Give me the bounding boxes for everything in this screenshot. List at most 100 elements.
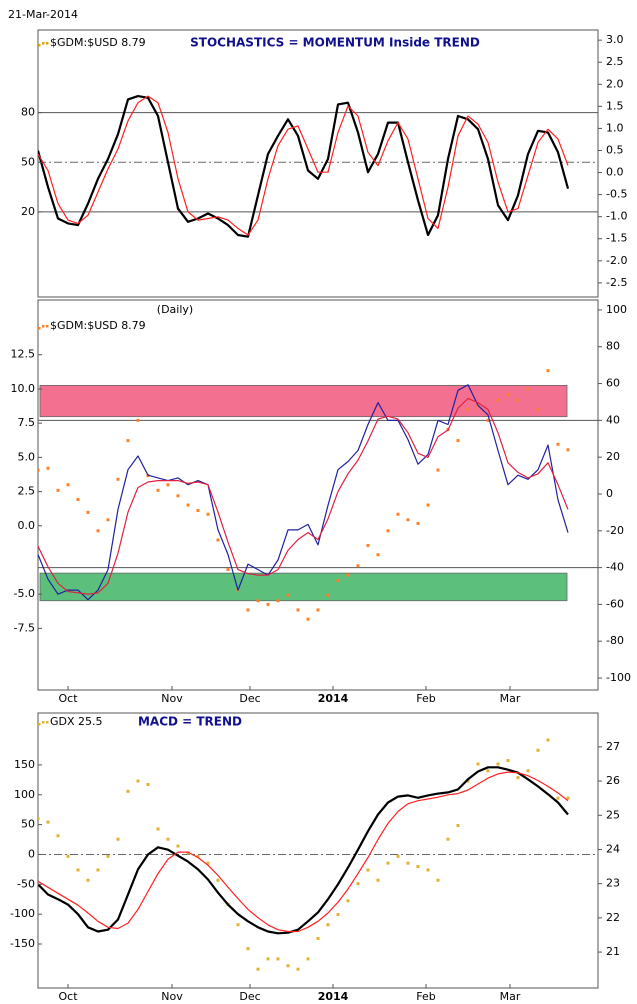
dot	[356, 882, 360, 886]
dot	[366, 544, 370, 548]
y-tick-label: -5.0	[14, 587, 35, 600]
dot	[456, 824, 460, 828]
dot	[286, 964, 290, 968]
chart-title: MACD = TREND	[138, 715, 242, 729]
dot	[156, 488, 160, 492]
dot	[416, 865, 420, 869]
series-line	[38, 95, 569, 236]
panel-frame	[37, 712, 599, 989]
legend-label: $GDM:$USD 8.79	[50, 36, 146, 49]
dot	[476, 762, 480, 766]
dot	[106, 854, 110, 858]
dot	[406, 518, 410, 522]
x-tick-label: Nov	[161, 692, 183, 705]
dot	[426, 503, 430, 507]
dot	[346, 899, 350, 903]
band	[39, 572, 568, 602]
y2-tick-label: -100	[606, 671, 631, 684]
y2-tick-label: -60	[606, 597, 624, 610]
x-tick-label: Oct	[58, 990, 78, 1003]
dot	[346, 573, 350, 577]
dot	[76, 868, 80, 872]
dot	[38, 817, 40, 821]
dot	[296, 967, 300, 971]
dot	[426, 868, 430, 872]
dot	[206, 512, 210, 516]
y-tick-label: 0	[28, 847, 35, 860]
dot	[46, 466, 50, 470]
y-tick-label: -100	[10, 907, 35, 920]
dot	[96, 529, 100, 533]
dot	[566, 448, 570, 452]
chart-title: STOCHASTICS = MOMENTUM Inside TREND	[190, 36, 480, 50]
y2-tick-label: 1.0	[606, 121, 624, 134]
y-tick-label: -50	[17, 877, 35, 890]
dot	[436, 878, 440, 882]
panel-frame	[37, 299, 599, 691]
dot	[466, 407, 470, 411]
dot	[326, 593, 330, 597]
series-line	[38, 384, 569, 601]
dot	[536, 407, 540, 411]
y-tick-label: 50	[21, 818, 35, 831]
dot	[556, 796, 560, 800]
chart-date: 21-Mar-2014	[8, 8, 78, 21]
dot	[546, 369, 550, 373]
y2-tick-label: -2.0	[606, 254, 627, 267]
dot	[66, 854, 70, 858]
dot	[416, 521, 420, 525]
y-tick-label: 5.0	[18, 450, 36, 463]
y-tick-label: 100	[14, 788, 35, 801]
dot	[176, 844, 180, 848]
y2-tick-label: -1.5	[606, 232, 627, 245]
dot	[116, 837, 120, 841]
y2-tick-label: -2.5	[606, 276, 627, 289]
dot	[156, 827, 160, 831]
dot	[486, 418, 490, 422]
y2-tick-label: -40	[606, 561, 624, 574]
y2-tick-label: 25	[606, 808, 620, 821]
dot	[146, 782, 150, 786]
y2-tick-label: 0.5	[606, 143, 624, 156]
y2-tick-label: -1.0	[606, 210, 627, 223]
y-tick-label: 2.5	[18, 485, 36, 498]
dot	[256, 599, 260, 603]
dot	[86, 878, 90, 882]
x-tick-label: Nov	[161, 990, 183, 1003]
series-line	[38, 95, 570, 238]
dot	[86, 510, 90, 514]
dot	[196, 509, 200, 513]
plot-area	[38, 738, 598, 971]
dot	[386, 529, 390, 533]
series-line	[38, 771, 569, 933]
dot	[466, 779, 470, 783]
x-tick-label: Oct	[58, 692, 78, 705]
y2-tick-label: -80	[606, 634, 624, 647]
y2-tick-label: 60	[606, 377, 620, 390]
dot	[316, 608, 320, 612]
y2-tick-label: -20	[606, 524, 624, 537]
y2-tick-label: 40	[606, 413, 620, 426]
dot	[246, 608, 250, 612]
y2-tick-label: 22	[606, 911, 620, 924]
y-tick-label: -7.5	[14, 621, 35, 634]
y2-tick-label: 27	[606, 740, 620, 753]
y2-tick-label: 80	[606, 340, 620, 353]
legend-marker	[46, 721, 49, 724]
y-tick-label: 10.0	[11, 382, 36, 395]
dot	[216, 538, 220, 542]
dot	[296, 608, 300, 612]
dot	[286, 593, 290, 597]
dot	[38, 468, 40, 472]
y-tick-label: 50	[21, 155, 35, 168]
legend-label: GDX 25.5	[50, 715, 103, 728]
dot	[506, 393, 510, 397]
y2-tick-label: -0.5	[606, 188, 627, 201]
dot	[516, 776, 520, 780]
dot	[366, 868, 370, 872]
dot	[336, 578, 340, 582]
dot	[206, 861, 210, 865]
plot-area	[38, 95, 598, 238]
dot	[316, 936, 320, 940]
series-line	[38, 766, 569, 935]
